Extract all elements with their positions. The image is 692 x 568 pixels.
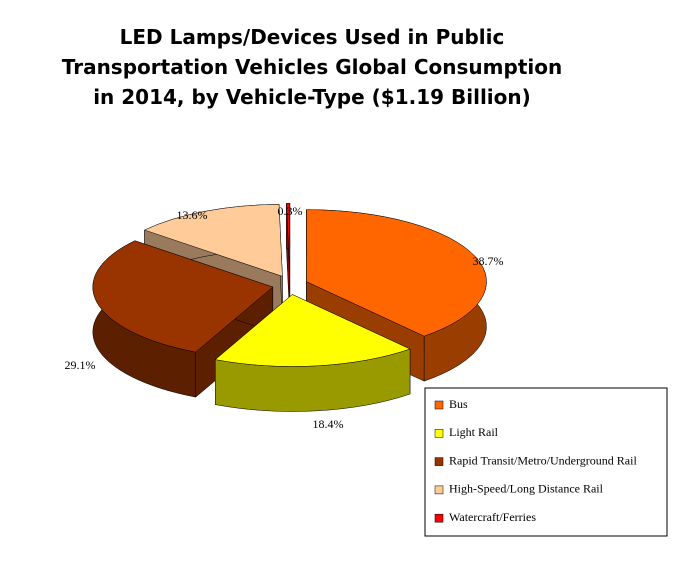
slice (286, 203, 291, 276)
data-label: 38.7% (473, 254, 504, 268)
legend-label: Bus (449, 397, 468, 411)
data-label: 29.1% (65, 358, 96, 372)
slice (92, 240, 274, 353)
slice (306, 209, 487, 337)
legend-label: High-Speed/Long Distance Rail (449, 482, 604, 496)
legend-label: Light Rail (449, 425, 499, 439)
legend-label: Rapid Transit/Metro/Underground Rail (449, 453, 637, 467)
chart-title: Transportation Vehicles Global Consumpti… (62, 55, 562, 79)
legend-swatch (434, 457, 444, 466)
chart-title: in 2014, by Vehicle-Type ($1.19 Billion) (93, 85, 531, 109)
data-label: 0.3% (278, 204, 303, 218)
slice (214, 294, 411, 367)
legend-swatch (434, 400, 444, 410)
data-label: 18.4% (313, 417, 344, 431)
legend-swatch (434, 485, 444, 495)
data-label: 13.6% (177, 208, 208, 222)
slice (143, 204, 283, 277)
legend-box (424, 387, 668, 537)
chart-title: LED Lamps/Devices Used in Public (120, 25, 505, 49)
legend-swatch (434, 513, 444, 523)
legend-swatch (434, 429, 444, 438)
legend-label: Watercraft/Ferries (449, 510, 536, 524)
